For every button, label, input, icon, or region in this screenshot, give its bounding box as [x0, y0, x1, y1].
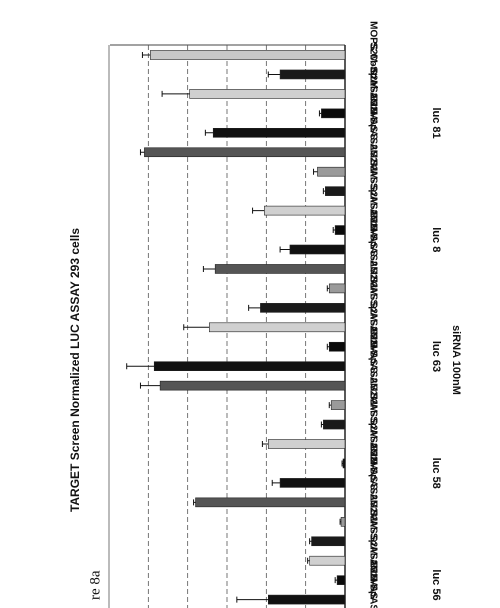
bar: [267, 439, 346, 449]
bar: [153, 361, 346, 372]
bar: [328, 283, 346, 294]
bar: [342, 458, 346, 469]
category-label: S-SpAS2M: [367, 458, 378, 509]
error-bar: [341, 460, 344, 467]
category-label: S2M-SpAS2M: [367, 392, 378, 456]
group-label: luc 63: [430, 341, 442, 372]
error-bar: [326, 285, 330, 292]
category-label: S2M-AS2M: [367, 185, 378, 237]
category-label: S2M-SpAS2M: [367, 276, 378, 340]
category-label: S-AS2M: [367, 483, 378, 521]
category-label: S-AS: [367, 160, 378, 184]
category-label: S2M-AS: [367, 211, 378, 249]
error-bar: [183, 324, 210, 331]
error-bar: [332, 227, 336, 234]
error-bar: [141, 52, 151, 58]
bar: [260, 303, 346, 313]
error-bar: [139, 149, 145, 156]
error-bar: [307, 557, 310, 564]
category-label: S-AS2M: [367, 250, 378, 288]
bar: [189, 89, 346, 99]
error-bar: [139, 382, 161, 389]
error-bar: [326, 343, 330, 350]
error-bar: [267, 71, 281, 78]
error-bar: [193, 499, 196, 506]
category-label: S2M-SpAS2M: [367, 42, 378, 106]
category-label: S2M-AS2M: [367, 535, 378, 587]
category-label: S-AS: [367, 276, 378, 300]
bar: [311, 536, 346, 547]
category-label: S2M-SpAS2M: [367, 509, 378, 573]
bar: [209, 322, 346, 333]
error-bar: [161, 90, 190, 97]
bar: [325, 186, 346, 196]
category-label: S2M-AS2M: [367, 418, 378, 470]
group-label: luc 8: [430, 227, 442, 252]
bar: [279, 478, 346, 488]
bar: [336, 575, 346, 585]
category-label: S2M-AS: [367, 328, 378, 366]
bar: [289, 244, 346, 255]
category-label: S2M-AS: [367, 445, 378, 483]
bar: [323, 419, 346, 430]
bar: [279, 69, 346, 80]
category-label: S-AS: [367, 393, 378, 417]
bar: [317, 166, 346, 177]
category-label: S-SpAS2M: [367, 341, 378, 392]
category-label: S-SpAS2M: [367, 574, 378, 608]
bar: [267, 594, 346, 605]
bar: [212, 128, 346, 138]
error-bar: [313, 168, 318, 175]
error-bar: [204, 129, 214, 136]
error-bar: [318, 110, 322, 117]
bar: [159, 380, 346, 391]
bar: [330, 400, 346, 410]
category-label: S2M-AS: [367, 561, 378, 599]
bar: [214, 264, 346, 274]
error-bar: [261, 441, 269, 447]
figure-caption: re 8a: [87, 570, 103, 600]
category-label: S-AS: [367, 510, 378, 534]
error-bar: [334, 577, 338, 584]
error-bar: [271, 479, 281, 486]
error-bar: [202, 265, 216, 272]
error-bar: [322, 188, 326, 195]
bar: [144, 147, 346, 158]
bar: [328, 341, 346, 352]
error-bar: [309, 538, 312, 545]
category-label: S-SpAS2M: [367, 224, 378, 275]
category-label: MOPS Control: [367, 21, 378, 89]
bar: [321, 108, 346, 119]
category-label: S2M-AS2M: [367, 301, 378, 353]
error-bar: [339, 518, 342, 525]
bar: [264, 205, 346, 216]
category-label: S2M-AS2M: [367, 68, 378, 120]
bar: [340, 516, 346, 527]
category-label: S2M-AS: [367, 94, 378, 132]
category-label: S-AS2M: [367, 367, 378, 405]
error-bar: [126, 363, 155, 370]
error-bar: [279, 246, 290, 253]
bar: [195, 497, 346, 508]
group-label: luc 81: [430, 107, 442, 138]
category-label: S-AS2M: [367, 133, 378, 171]
bar: [150, 50, 346, 60]
error-bar: [252, 207, 265, 214]
chart-subtitle: siRNA 100nM: [450, 325, 462, 395]
bar: [309, 555, 346, 566]
error-bar: [320, 421, 324, 428]
group-label: luc 56: [430, 569, 442, 600]
category-label: S2M-SpAS2M: [367, 159, 378, 223]
chart-title: TARGET Screen Normalized LUC ASSAY 293 c…: [68, 228, 82, 512]
error-bar: [328, 402, 332, 409]
category-label: S-SpAS2M: [367, 108, 378, 159]
error-bar: [236, 596, 269, 603]
group-label: luc 58: [430, 458, 442, 489]
bar: [334, 225, 346, 235]
error-bar: [248, 304, 261, 311]
